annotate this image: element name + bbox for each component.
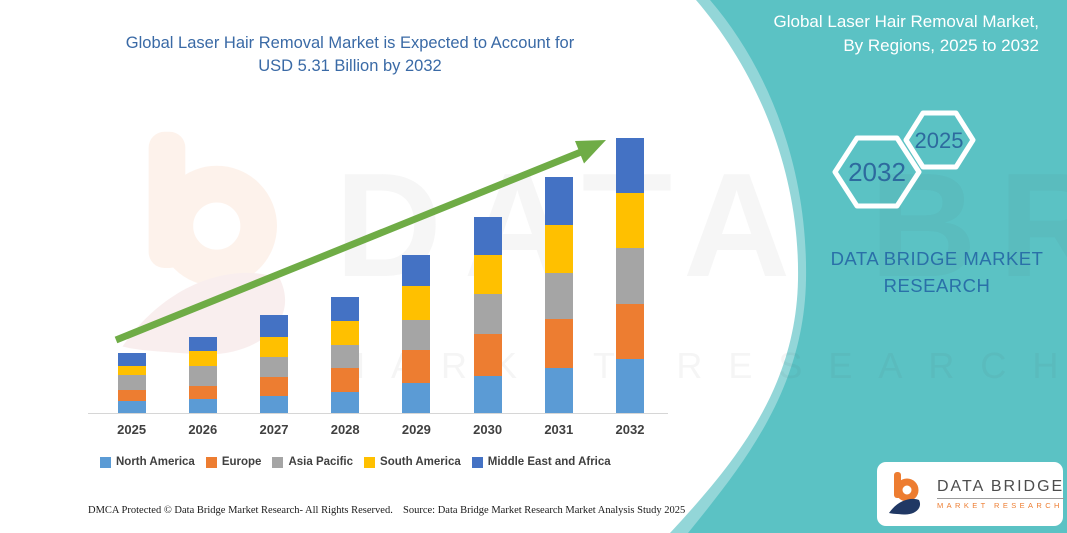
footer-source-text: Source: Data Bridge Market Research Mark… xyxy=(403,505,686,516)
bar-segment-south-america xyxy=(260,336,288,357)
hexagon-2032 xyxy=(832,135,922,209)
bar-segment-north-america xyxy=(473,375,502,414)
footer-dmca-text: DMCA Protected © Data Bridge Market Rese… xyxy=(88,505,393,516)
stacked-bar-2026 xyxy=(188,336,217,414)
bar-segment-europe xyxy=(402,349,431,383)
panel-title-line1: Global Laser Hair Removal Market, xyxy=(773,12,1039,31)
bar-segment-south-america xyxy=(331,321,360,345)
bar-segment-middle-east-and-africa xyxy=(331,296,360,322)
bar-segment-asia-pacific xyxy=(473,294,502,335)
bar-segment-middle-east-and-africa xyxy=(402,255,431,286)
bar-segment-europe xyxy=(188,385,217,400)
bar-segment-north-america xyxy=(188,399,217,414)
bar-segment-asia-pacific xyxy=(188,365,217,386)
stacked-bar-2025 xyxy=(117,353,146,414)
bar-segment-south-america xyxy=(402,285,431,321)
bar-segment-asia-pacific xyxy=(117,375,146,391)
bar-segment-south-america xyxy=(544,225,573,273)
x-axis-label-2028: 2028 xyxy=(330,422,360,437)
stacked-bar-2028 xyxy=(331,296,360,414)
bar-segment-south-america xyxy=(616,192,644,248)
company-logo-card: DATA BRIDGE MARKET RESEARCH xyxy=(877,462,1065,526)
year-hexagons: 2032 2025 xyxy=(832,110,976,209)
legend-label: Europe xyxy=(221,456,262,468)
bar-segment-asia-pacific xyxy=(544,272,573,320)
bar-segment-north-america xyxy=(544,367,573,414)
x-axis-label-2032: 2032 xyxy=(615,422,645,437)
bar-segment-middle-east-and-africa xyxy=(616,137,644,193)
bar-segment-asia-pacific xyxy=(331,344,360,369)
bar-segment-south-america xyxy=(473,255,502,295)
teal-shape-main xyxy=(688,0,1067,533)
hexagon-2025-label: 2025 xyxy=(915,128,964,153)
bar-segment-asia-pacific xyxy=(260,356,288,378)
bar-segment-south-america xyxy=(188,350,217,366)
bar-segment-north-america xyxy=(260,396,288,414)
chart-title-line2: USD 5.31 Billion by 2032 xyxy=(258,57,442,75)
bar-segment-europe xyxy=(331,368,360,393)
bar-segment-south-america xyxy=(117,365,146,376)
bar-segment-asia-pacific xyxy=(402,320,431,350)
logo-text-block: DATA BRIDGE MARKET RESEARCH xyxy=(937,478,1065,510)
stacked-bar-2027 xyxy=(260,314,288,414)
watermark-text-marketresearch: MARKET RESEARCH xyxy=(335,345,1067,386)
hexagon-2032-label: 2032 xyxy=(848,157,906,187)
logo-name: DATA BRIDGE xyxy=(937,478,1065,499)
x-axis-label-2031: 2031 xyxy=(544,422,574,437)
bar-segment-middle-east-and-africa xyxy=(260,314,288,337)
chart-legend: North America Europe Asia Pacific South Ame… xyxy=(100,456,611,468)
legend-item-south-america: South America xyxy=(364,456,461,468)
legend-swatch-icon xyxy=(364,456,376,468)
stacked-bar-2031 xyxy=(544,176,573,414)
chart-title: Global Laser Hair Removal Market is Expe… xyxy=(70,32,630,78)
legend-label: South America xyxy=(380,456,461,468)
bar-segment-europe xyxy=(616,303,644,360)
x-axis-line xyxy=(88,413,668,414)
bar-segment-europe xyxy=(260,377,288,397)
stacked-bar-2032 xyxy=(616,137,644,414)
brand-wordmark-line2: RESEARCH xyxy=(883,275,991,296)
bar-segment-north-america xyxy=(402,382,431,414)
brand-wordmark-line1: DATA BRIDGE MARKET xyxy=(830,248,1044,269)
legend-item-north-america: North America xyxy=(100,456,195,468)
bar-segment-europe xyxy=(473,334,502,376)
x-axis-label-2030: 2030 xyxy=(473,422,503,437)
legend-item-asia-pacific: Asia Pacific xyxy=(272,456,353,468)
x-axis-label-2026: 2026 xyxy=(188,422,218,437)
bar-segment-middle-east-and-africa xyxy=(117,353,146,366)
legend-label: Asia Pacific xyxy=(288,456,354,468)
bar-segment-north-america xyxy=(117,401,146,414)
legend-swatch-icon xyxy=(272,456,284,468)
chart-title-line1: Global Laser Hair Removal Market is Expe… xyxy=(125,34,575,52)
logo-tagline: MARKET RESEARCH xyxy=(937,501,1063,510)
bar-segment-asia-pacific xyxy=(616,247,644,304)
stacked-bar-2029 xyxy=(402,255,431,414)
x-axis-label-2025: 2025 xyxy=(117,422,147,437)
bar-segment-middle-east-and-africa xyxy=(473,216,502,256)
legend-item-middle-east-and-africa: Middle East and Africa xyxy=(471,456,611,468)
bar-segment-north-america xyxy=(331,392,360,414)
bar-segment-middle-east-and-africa xyxy=(544,176,573,226)
legend-swatch-icon xyxy=(205,456,217,468)
legend-swatch-icon xyxy=(471,456,483,468)
legend-label: Middle East and Africa xyxy=(487,456,611,468)
hexagon-2025 xyxy=(903,110,976,170)
legend-swatch-icon xyxy=(100,456,111,468)
legend-label: North America xyxy=(116,456,195,468)
panel-title-line2: By Regions, 2025 to 2032 xyxy=(843,36,1039,55)
bar-segment-europe xyxy=(544,319,573,368)
bar-segment-middle-east-and-africa xyxy=(188,336,217,351)
brand-wordmark: DATA BRIDGE MARKET RESEARCH xyxy=(812,245,1062,299)
legend-item-europe: Europe xyxy=(205,456,262,468)
x-axis-label-2029: 2029 xyxy=(401,422,431,437)
x-axis-label-2027: 2027 xyxy=(259,422,289,437)
panel-title: Global Laser Hair Removal Market, By Reg… xyxy=(699,10,1039,58)
bar-segment-europe xyxy=(117,390,146,401)
stacked-bar-2030 xyxy=(473,216,502,414)
data-bridge-logo-icon xyxy=(889,472,921,515)
bar-segment-north-america xyxy=(616,359,644,414)
